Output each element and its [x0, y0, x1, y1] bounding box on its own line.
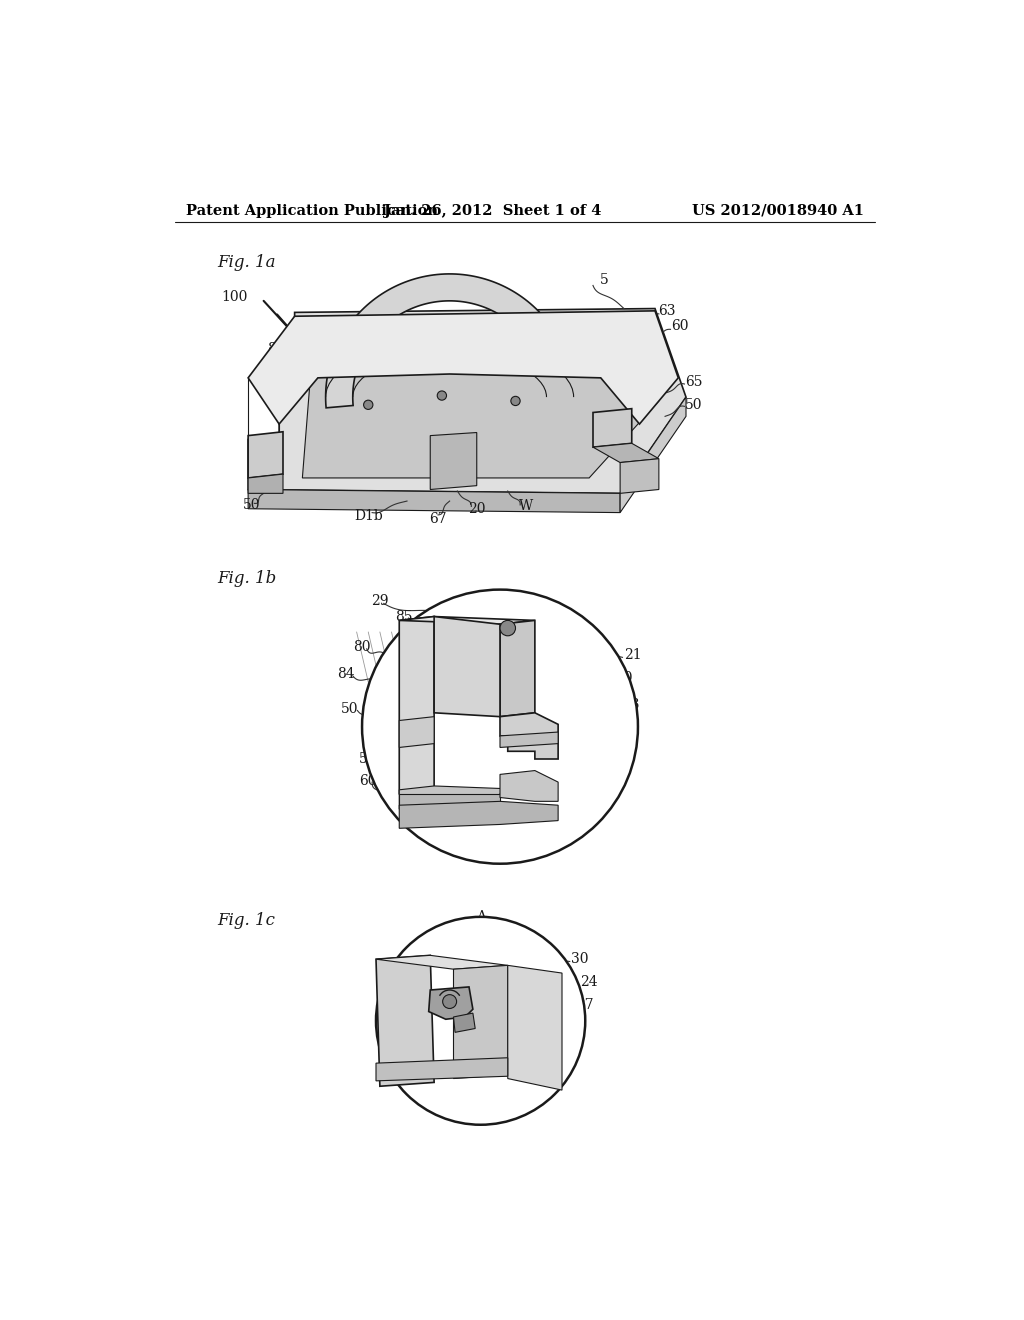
Polygon shape — [621, 397, 686, 512]
Text: 60: 60 — [671, 319, 688, 333]
Text: 63: 63 — [657, 304, 676, 318]
Polygon shape — [399, 616, 535, 624]
Text: 28: 28 — [566, 1023, 584, 1038]
Circle shape — [362, 590, 638, 863]
Text: 21: 21 — [624, 648, 642, 663]
Polygon shape — [500, 733, 558, 747]
Polygon shape — [248, 309, 686, 494]
Text: 22: 22 — [608, 756, 626, 770]
Text: 50: 50 — [685, 397, 702, 412]
Circle shape — [376, 917, 586, 1125]
Text: Fig. 1c: Fig. 1c — [217, 912, 275, 929]
Text: 60: 60 — [359, 774, 377, 788]
Polygon shape — [399, 717, 434, 747]
Circle shape — [511, 396, 520, 405]
Text: Fig. 1a: Fig. 1a — [217, 253, 275, 271]
Text: D1b: D1b — [354, 510, 383, 524]
Text: 65: 65 — [685, 375, 702, 388]
Polygon shape — [399, 793, 500, 809]
Text: 27: 27 — [575, 998, 594, 1012]
Polygon shape — [399, 616, 434, 793]
Polygon shape — [593, 409, 632, 447]
Text: 29: 29 — [371, 594, 388, 609]
Text: 24: 24 — [580, 975, 597, 989]
Polygon shape — [248, 474, 283, 494]
Polygon shape — [454, 965, 508, 1078]
Text: 50: 50 — [341, 702, 358, 715]
Text: 55: 55 — [359, 752, 377, 766]
Text: Patent Application Publication: Patent Application Publication — [186, 203, 438, 218]
Text: W: W — [518, 499, 532, 513]
Text: 30: 30 — [614, 671, 632, 685]
Polygon shape — [500, 713, 558, 759]
Polygon shape — [429, 987, 473, 1019]
Polygon shape — [593, 444, 658, 462]
Polygon shape — [248, 312, 678, 424]
Polygon shape — [302, 327, 658, 478]
Text: 80: 80 — [267, 342, 285, 356]
Polygon shape — [248, 490, 621, 512]
Polygon shape — [248, 432, 283, 478]
Text: 33: 33 — [623, 698, 640, 711]
Text: 5: 5 — [600, 273, 609, 286]
Text: 80: 80 — [352, 640, 371, 655]
Text: Jan. 26, 2012  Sheet 1 of 4: Jan. 26, 2012 Sheet 1 of 4 — [384, 203, 601, 218]
Polygon shape — [399, 785, 535, 809]
Text: 67: 67 — [429, 512, 446, 525]
Text: Fig. 1b: Fig. 1b — [217, 569, 276, 586]
Polygon shape — [621, 459, 658, 494]
Polygon shape — [376, 956, 508, 969]
Polygon shape — [454, 1014, 475, 1032]
Circle shape — [364, 400, 373, 409]
Text: 85: 85 — [395, 610, 413, 623]
Polygon shape — [434, 616, 500, 717]
Circle shape — [500, 620, 515, 636]
Polygon shape — [399, 801, 558, 829]
Polygon shape — [508, 965, 562, 1090]
Text: 84: 84 — [337, 668, 355, 681]
Text: 100: 100 — [221, 290, 248, 304]
Text: 31: 31 — [553, 1048, 570, 1063]
Text: 20: 20 — [468, 502, 485, 516]
Polygon shape — [500, 771, 558, 801]
Circle shape — [437, 391, 446, 400]
Text: A: A — [475, 909, 485, 924]
Polygon shape — [326, 275, 569, 408]
Text: US 2012/0018940 A1: US 2012/0018940 A1 — [692, 203, 864, 218]
Text: 50: 50 — [243, 498, 260, 512]
Polygon shape — [500, 620, 535, 717]
Polygon shape — [376, 956, 434, 1086]
Polygon shape — [376, 1057, 508, 1081]
Polygon shape — [430, 433, 477, 490]
Text: 30: 30 — [571, 952, 589, 966]
Circle shape — [442, 995, 457, 1008]
